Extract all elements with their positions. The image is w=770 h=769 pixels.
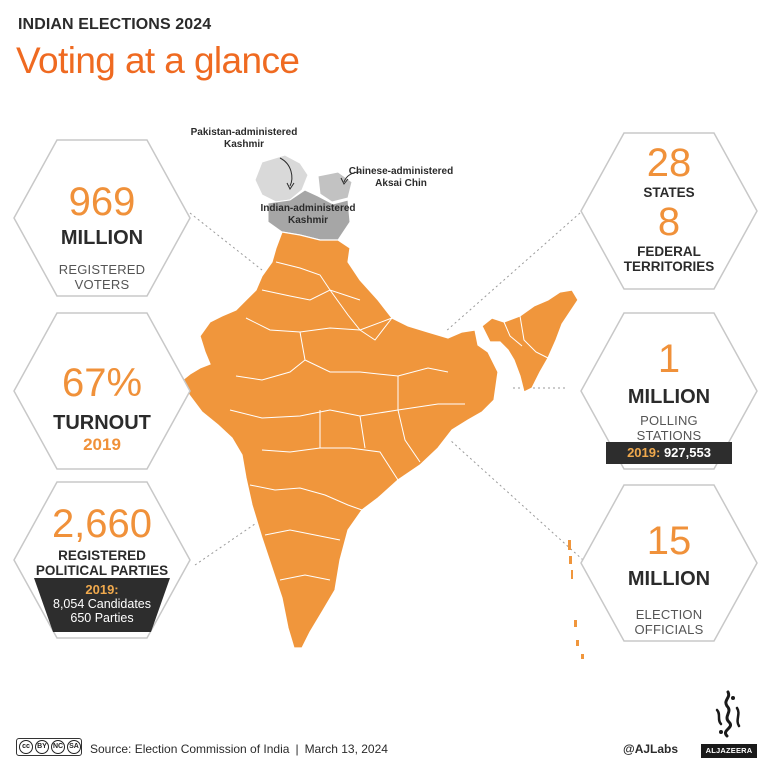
polling-unit: MILLION xyxy=(627,386,711,408)
hex-turnout: 67% TURNOUT 2019 xyxy=(12,311,192,471)
turnout-year: 2019 xyxy=(83,435,121,454)
voters-value: 969 xyxy=(68,180,136,224)
cc-icon: cc xyxy=(19,740,33,754)
officials-label-2: OFFICIALS xyxy=(634,621,704,637)
turnout-value: 67% xyxy=(61,361,143,405)
page-title: Voting at a glance xyxy=(16,40,300,81)
andaman-islands xyxy=(568,540,584,659)
aksai-chin-arrow xyxy=(343,171,361,183)
source-separator: | xyxy=(295,742,299,756)
aljazeera-wordmark: ALJAZEERA xyxy=(701,744,757,758)
polling-value: 1 xyxy=(657,337,681,381)
voters-label-2: VOTERS xyxy=(74,276,130,292)
pak-kashmir-region xyxy=(254,154,309,203)
officials-label-1: ELECTION xyxy=(635,607,703,622)
officials-unit: MILLION xyxy=(627,568,711,590)
voters-unit: MILLION xyxy=(60,227,144,249)
hex-registered-voters: 969 MILLION REGISTERED VOTERS xyxy=(12,138,192,298)
polling-note-year: 2019: xyxy=(627,445,661,460)
aljazeera-logo-icon xyxy=(703,690,753,756)
polling-label-2: STATIONS xyxy=(636,427,702,443)
parties-note-year: 2019: xyxy=(85,582,119,597)
officials-value: 15 xyxy=(646,519,692,563)
source-line: Source: Election Commission of India | Mar… xyxy=(90,742,388,756)
creative-commons-badge: cc BY NC SA xyxy=(16,738,82,756)
india-mainland xyxy=(179,231,499,649)
india-northeast xyxy=(481,289,579,393)
source-text: Source: Election Commission of India xyxy=(90,742,290,756)
voters-label-1: REGISTERED xyxy=(58,262,146,277)
territories-value: 8 xyxy=(657,200,681,245)
parties-note-candidates: 8,054 Candidates xyxy=(53,597,151,611)
territories-label-1: FEDERAL xyxy=(637,244,701,260)
pak-kashmir-arrow xyxy=(279,157,293,187)
states-label: STATES xyxy=(643,185,695,200)
hex-states-territories: 28 STATES 8 FEDERAL TERRITORIES xyxy=(579,131,759,291)
state-borders xyxy=(229,261,549,581)
sa-icon: SA xyxy=(67,740,81,754)
nc-icon: NC xyxy=(51,740,65,754)
source-date: March 13, 2024 xyxy=(304,742,388,756)
polling-2019-note: 2019: 927,553 xyxy=(606,442,732,464)
label-india-kashmir: Indian-administered Kashmir xyxy=(260,203,356,226)
territories-label-2: TERRITORIES xyxy=(623,259,715,275)
hex-election-officials: 15 MILLION ELECTION OFFICIALS xyxy=(579,483,759,643)
ajlabs-handle: @AJLabs xyxy=(623,742,679,756)
parties-2019-note: 2019: 8,054 Candidates 650 Parties xyxy=(34,578,170,632)
hex-polling-stations: 1 MILLION POLLING STATIONS xyxy=(579,311,759,471)
parties-value: 2,660 xyxy=(51,502,153,546)
polling-note-value: 927,553 xyxy=(663,445,711,460)
parties-label-2: POLITICAL PARTIES xyxy=(35,563,169,579)
by-icon: BY xyxy=(35,740,49,754)
aksai-chin-region xyxy=(317,171,353,203)
kicker: INDIAN ELECTIONS 2024 xyxy=(18,16,212,33)
parties-label-1: REGISTERED xyxy=(58,548,146,563)
parties-note-parties: 650 Parties xyxy=(70,611,134,625)
label-pak-kashmir: Pakistan-administered Kashmir xyxy=(190,127,298,150)
turnout-label: TURNOUT xyxy=(53,412,151,434)
states-value: 28 xyxy=(646,141,692,185)
label-aksai-chin: Chinese-administered Aksai Chin xyxy=(348,166,454,189)
polling-label-1: POLLING xyxy=(640,413,698,428)
